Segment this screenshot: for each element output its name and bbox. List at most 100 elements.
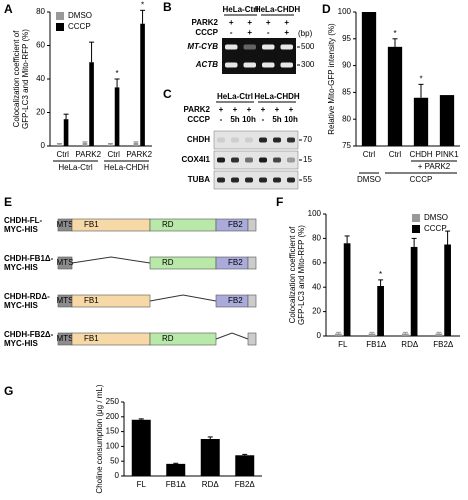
domain-label: RD	[162, 220, 174, 229]
construct-name: CHDH-FL-	[4, 216, 43, 225]
x-tick-label: PARK2	[75, 150, 101, 159]
x-tick-label: FL	[137, 480, 147, 489]
construct-name: MYC-HIS	[4, 263, 38, 272]
error-bar	[133, 141, 139, 143]
domain	[149, 256, 217, 270]
group-label: HeLa-Ctrl	[217, 92, 253, 101]
domain-label: FB2	[228, 258, 243, 267]
panel-label: B	[163, 0, 172, 14]
x-tick-label: FB2Δ	[235, 480, 256, 489]
band	[287, 157, 295, 163]
bar	[361, 12, 377, 146]
bar	[166, 463, 186, 476]
domain-label: MTS	[57, 258, 74, 267]
size-unit: (bp)	[298, 29, 313, 38]
y-tick-label: 0	[115, 471, 120, 480]
bar	[413, 97, 429, 146]
error-bar	[392, 38, 398, 47]
blot	[213, 130, 299, 150]
band-label: TUBA	[188, 175, 210, 184]
error-bar	[56, 142, 62, 145]
band	[287, 177, 295, 183]
y-tick-label: 40	[312, 282, 321, 291]
legend-label: DMSO	[68, 11, 92, 20]
y-tick-label: 50	[110, 456, 119, 465]
group-label: HeLa-CHDH	[104, 163, 149, 172]
y-tick-label: 250	[106, 397, 120, 406]
error-bar	[344, 235, 350, 244]
error-bar	[369, 331, 375, 334]
lane-label: +	[275, 105, 280, 114]
x-tick-label: Ctrl	[108, 150, 121, 159]
size-label: 15	[303, 155, 312, 164]
y-tick-label: 20	[312, 307, 321, 316]
panel-label: D	[322, 2, 331, 16]
band	[231, 137, 239, 143]
domain-label: MTS	[57, 296, 74, 305]
y-tick-label: 0	[41, 141, 46, 150]
error-bar	[63, 113, 69, 120]
domain-label: FB1	[84, 220, 99, 229]
bar	[368, 333, 376, 336]
lane-label: +	[289, 105, 294, 114]
band	[245, 177, 253, 183]
panel-label: F	[276, 195, 283, 209]
band	[273, 137, 281, 143]
size-label: 300	[301, 60, 315, 69]
error-bar	[402, 331, 408, 334]
band-label: MT-CYB	[187, 42, 218, 51]
lane-label: +	[247, 18, 252, 27]
domain-label: FB2	[228, 296, 243, 305]
x-tick-label: Ctrl	[363, 150, 376, 159]
error-bar	[138, 418, 144, 420]
error-bar	[89, 41, 95, 63]
band	[280, 44, 293, 50]
panel-label: E	[4, 195, 12, 209]
error-bar	[436, 331, 442, 334]
band	[225, 62, 238, 68]
lane-label: +	[284, 18, 289, 27]
band-label: ACTB	[195, 60, 218, 69]
band	[217, 177, 225, 183]
y-tick-label: 100	[106, 442, 120, 451]
tag	[247, 332, 257, 346]
legend-label: CCCP	[424, 224, 447, 233]
band	[273, 177, 281, 183]
construct-name: MYC-HIS	[4, 339, 38, 348]
group-label: HeLa-CHDH	[255, 5, 301, 14]
lane-label: -	[230, 28, 233, 37]
y-tick-label: 80	[342, 114, 351, 123]
bar	[377, 285, 384, 336]
significance: *	[393, 29, 396, 38]
lane-label: 5h	[272, 115, 281, 124]
band	[245, 137, 253, 143]
significance: *	[379, 270, 382, 279]
x-tick-label: CHDH	[409, 150, 432, 159]
domain-label: MTS	[57, 220, 74, 229]
x-tick-label: RDΔ	[202, 480, 220, 489]
bar	[108, 144, 113, 146]
band-label: COX4I1	[182, 155, 211, 164]
y-tick-label: 80	[312, 234, 321, 243]
construct-name: CHDH-FB2Δ-	[4, 330, 54, 339]
bar	[131, 419, 151, 476]
band-label: CHDH	[187, 135, 210, 144]
panel-label: C	[163, 87, 172, 101]
band	[217, 157, 225, 163]
y-axis-label: GFP-LC3 and Mito-RFP (%)	[21, 29, 30, 129]
y-axis-label: Colocalization coefficient of	[12, 30, 21, 128]
y-tick-label: 85	[342, 88, 351, 97]
x-tick-label: FL	[338, 340, 348, 349]
legend-label: DMSO	[424, 213, 448, 222]
bar	[343, 243, 351, 336]
band	[225, 44, 238, 50]
band	[273, 157, 281, 163]
deletion	[71, 256, 151, 264]
y-tick-label: 95	[342, 34, 351, 43]
size-label: 500	[301, 42, 315, 51]
error-bar	[207, 436, 213, 439]
domain-label: RD	[162, 334, 174, 343]
bar	[133, 142, 139, 146]
domain-label: RD	[162, 258, 174, 267]
lane-label: +	[266, 18, 271, 27]
